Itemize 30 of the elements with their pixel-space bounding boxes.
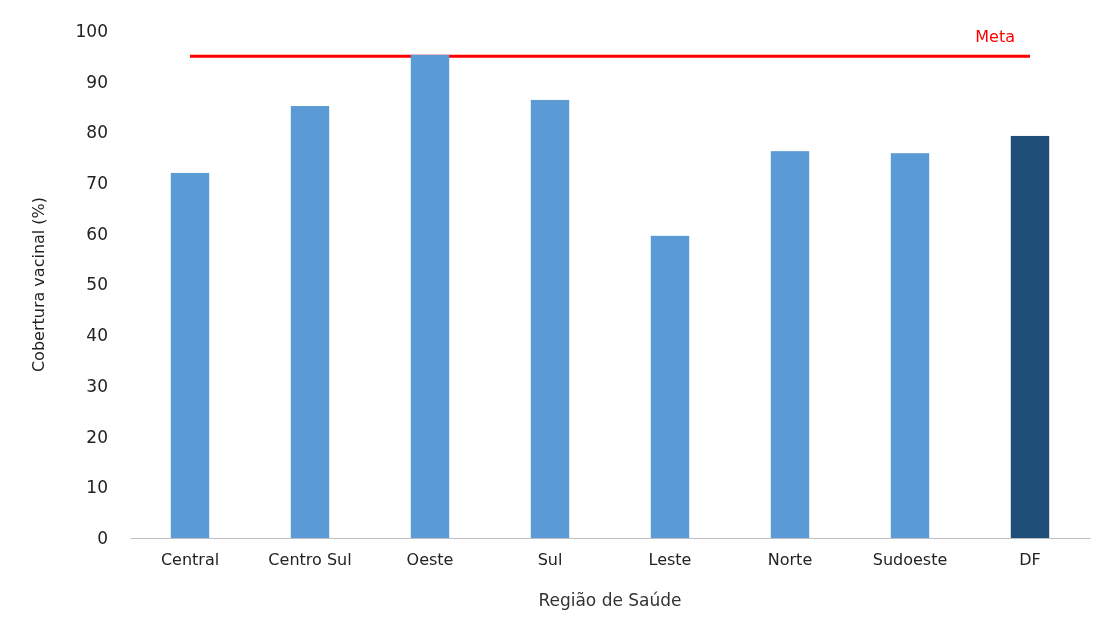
y-tick-label: 100 bbox=[75, 20, 108, 41]
x-tick-label: Centro Sul bbox=[268, 550, 352, 570]
bar bbox=[770, 151, 810, 538]
bar bbox=[410, 54, 450, 538]
y-tick-label: 80 bbox=[86, 122, 108, 143]
bar bbox=[290, 106, 330, 538]
y-tick-label: 50 bbox=[86, 274, 108, 295]
x-tick-label: Central bbox=[160, 550, 220, 570]
y-tick-label: 30 bbox=[86, 375, 108, 396]
x-tick-label: DF bbox=[1019, 550, 1041, 570]
ref-line-label: Meta bbox=[975, 27, 1015, 47]
x-tick-label: Sul bbox=[537, 550, 563, 570]
y-tick-label: 0 bbox=[97, 527, 108, 548]
x-tick-label: Norte bbox=[767, 550, 813, 570]
bar bbox=[890, 153, 930, 538]
y-tick-label: 20 bbox=[86, 426, 108, 447]
bar bbox=[650, 235, 690, 538]
y-tick-label: 60 bbox=[86, 223, 108, 244]
x-tick-label: Sudoeste bbox=[872, 550, 948, 570]
y-axis-title: Cobertura vacinal (%) bbox=[29, 196, 48, 373]
x-tick-label: Leste bbox=[648, 550, 692, 570]
y-tick-label: 70 bbox=[86, 173, 108, 194]
x-tick-label: Oeste bbox=[406, 550, 454, 570]
bar bbox=[170, 172, 210, 538]
y-tick-label: 90 bbox=[86, 71, 108, 92]
bar bbox=[530, 99, 570, 538]
x-axis-title: Região de Saúde bbox=[538, 590, 682, 610]
y-tick-label: 40 bbox=[86, 325, 108, 346]
y-tick-label: 10 bbox=[86, 477, 108, 498]
bar bbox=[1010, 135, 1050, 538]
